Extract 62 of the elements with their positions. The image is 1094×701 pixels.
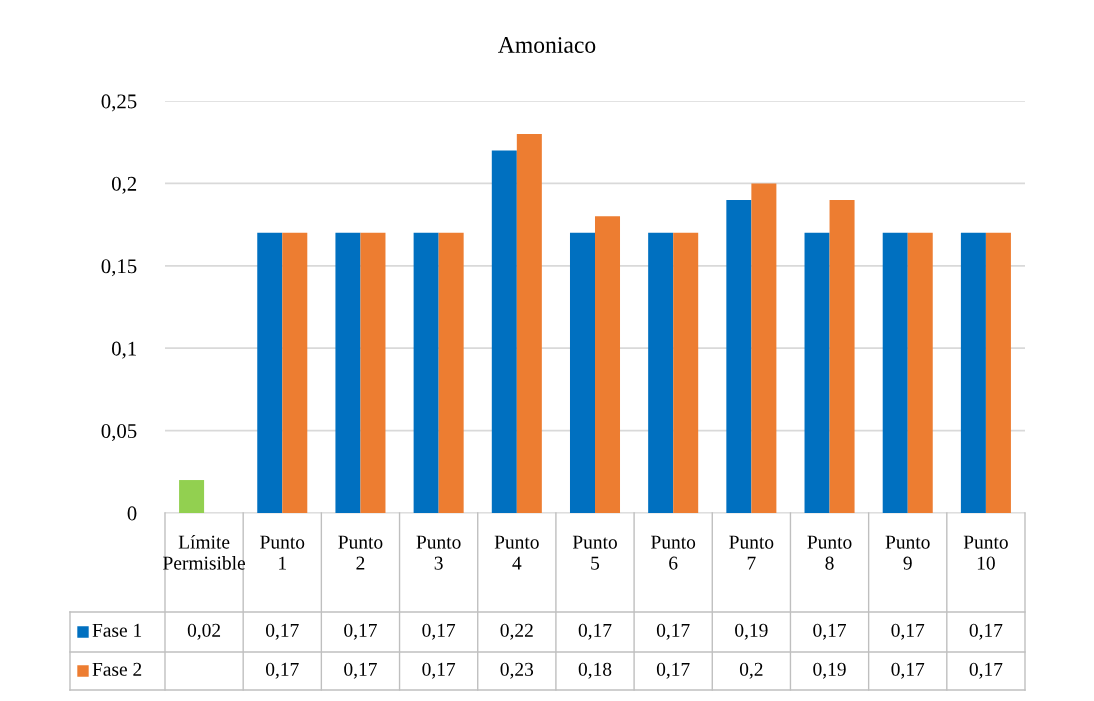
bar <box>413 232 439 513</box>
data-label: 0,17 <box>656 662 690 679</box>
bar <box>516 133 542 513</box>
y-tick-label: 0,25 <box>101 94 137 112</box>
x-tick-label: Punto 1 <box>260 535 305 570</box>
bar <box>882 232 908 513</box>
bar <box>648 232 674 513</box>
data-label: 0,17 <box>891 623 925 640</box>
data-label: 0,17 <box>344 662 377 679</box>
data-label: 0,19 <box>735 623 768 640</box>
bar <box>804 232 830 513</box>
data-label: 0,17 <box>969 623 1003 640</box>
bar <box>673 232 699 513</box>
y-tick-label: 0,2 <box>111 176 137 194</box>
y-tick-label: 0,05 <box>101 423 137 442</box>
legend-label: Fase 2 <box>92 662 142 676</box>
x-tick-label: Punto 3 <box>416 535 461 570</box>
data-label: 0,19 <box>813 662 846 679</box>
data-label: 0,22 <box>500 623 533 640</box>
bar <box>257 232 283 513</box>
bar <box>751 183 777 513</box>
data-label: 0,17 <box>266 662 299 679</box>
data-label: 0,17 <box>969 662 1003 679</box>
data-label: 0,2 <box>739 662 763 679</box>
bar <box>726 199 752 513</box>
x-tick-label: Punto 8 <box>807 535 852 570</box>
data-label: 0,17 <box>578 623 612 640</box>
bar <box>595 216 621 513</box>
data-label: 0,17 <box>422 623 456 640</box>
data-label: 0,17 <box>891 662 925 679</box>
y-tick-label: 0 <box>127 506 137 521</box>
bar <box>829 199 855 513</box>
data-label: 0,18 <box>578 662 612 679</box>
data-label: 0,17 <box>813 623 846 640</box>
bar <box>569 232 595 513</box>
bar <box>985 232 1011 513</box>
x-tick-label: Punto 10 <box>963 535 1008 570</box>
x-tick-label: Límite Permisible <box>163 534 245 570</box>
x-tick-label: Punto 6 <box>651 535 696 570</box>
x-tick-label: Punto 4 <box>494 535 539 570</box>
data-label: 0,02 <box>187 623 221 640</box>
bar <box>179 480 205 513</box>
bar <box>335 232 361 513</box>
bar <box>491 150 517 513</box>
bar <box>438 232 464 513</box>
data-label: 0,17 <box>266 623 299 640</box>
y-tick-label: 0,1 <box>111 341 136 359</box>
x-tick-label: Punto 2 <box>338 535 383 570</box>
legend-label: Fase 1 <box>92 623 142 637</box>
x-tick-label: Punto 9 <box>885 535 930 570</box>
x-tick-label: Punto 5 <box>572 535 617 570</box>
x-tick-label: Punto 7 <box>729 535 774 570</box>
bar <box>282 232 308 513</box>
y-tick-label: 0,15 <box>101 259 137 277</box>
bar <box>960 232 986 513</box>
data-label: 0,17 <box>656 623 690 640</box>
chart-title: Amoniaco <box>498 37 596 53</box>
data-label: 0,17 <box>344 623 377 640</box>
bar <box>907 232 933 513</box>
data-label: 0,17 <box>422 662 456 679</box>
bar <box>360 232 386 513</box>
data-label: 0,23 <box>500 662 534 679</box>
